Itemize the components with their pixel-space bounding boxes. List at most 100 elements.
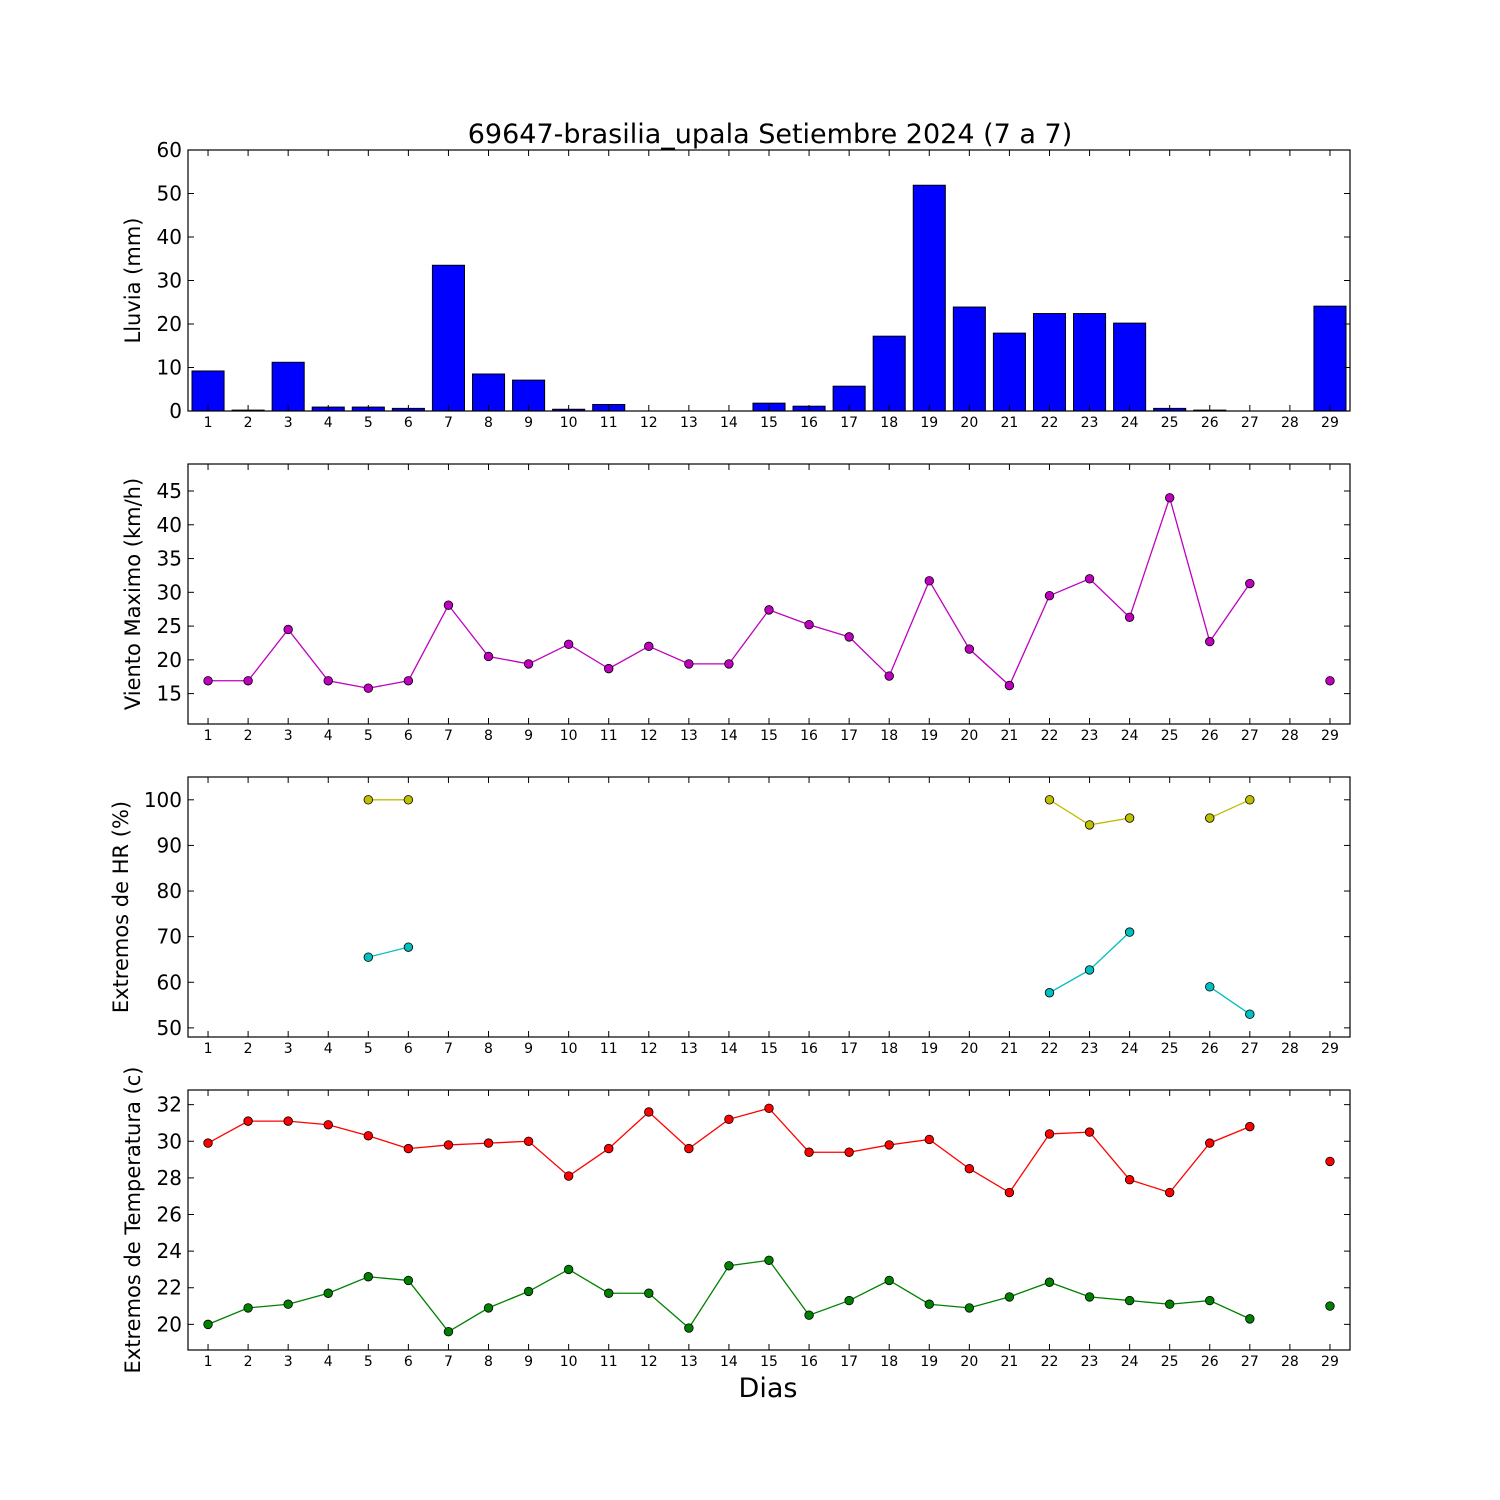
x-tick-label: 28 <box>1281 1354 1299 1370</box>
series-2-point-day-26 <box>1205 1295 1215 1306</box>
bar-day-18 <box>872 335 906 412</box>
x-tick-label: 9 <box>524 728 533 744</box>
x-tick-label: 5 <box>364 415 373 431</box>
bar-day-3 <box>271 361 305 412</box>
series-1-point-day-24 <box>1124 612 1135 623</box>
y-axis-label: Extremos de Temperatura (c) <box>121 1067 145 1374</box>
y-tick-label: 60 <box>157 970 182 994</box>
x-tick-label: 16 <box>800 1354 818 1370</box>
x-tick-label: 29 <box>1321 1041 1339 1057</box>
x-tick-label: 15 <box>760 415 778 431</box>
x-tick-label: 1 <box>204 415 213 431</box>
series-1-point-day-17 <box>844 632 854 642</box>
bar-day-24 <box>1113 322 1147 412</box>
x-tick-label: 14 <box>720 415 738 431</box>
x-tick-label: 9 <box>524 1354 533 1370</box>
series-1-point-day-8 <box>483 1138 494 1148</box>
x-tick-label: 29 <box>1321 728 1339 744</box>
series-1-point-day-5 <box>363 683 374 693</box>
x-tick-label: 1 <box>204 1354 213 1370</box>
x-tick-label: 8 <box>484 1041 493 1057</box>
series-1-point-day-3 <box>283 1116 293 1126</box>
series-2-point-day-22 <box>1044 988 1055 998</box>
series-1-point-day-10 <box>563 639 574 650</box>
series-1-point-day-14 <box>724 1114 734 1125</box>
x-tick-label: 13 <box>680 415 698 431</box>
x-tick-label: 29 <box>1321 415 1339 431</box>
x-tick-label: 19 <box>920 1354 938 1370</box>
axes-frame <box>187 776 1351 1038</box>
series-2-point-day-16 <box>804 1310 814 1320</box>
series-1-point-day-6 <box>403 1143 414 1154</box>
series-2-point-day-14 <box>724 1261 734 1271</box>
y-axis-label: Extremos de HR (%) <box>109 801 133 1013</box>
x-tick-label: 10 <box>560 1041 578 1057</box>
x-tick-label: 3 <box>284 1041 293 1057</box>
x-tick-label: 4 <box>324 1041 333 1057</box>
axes-frame <box>187 463 1351 725</box>
series-2-point-day-27 <box>1245 1314 1255 1324</box>
y-tick-label: 10 <box>157 356 182 380</box>
series-1-point-day-8 <box>483 651 494 662</box>
x-tick-label: 15 <box>760 728 778 744</box>
series-1-point-day-23 <box>1084 1127 1095 1137</box>
series-1-point-day-22 <box>1044 1129 1055 1139</box>
series-2-point-day-5 <box>363 952 374 962</box>
x-tick-label: 24 <box>1121 1354 1139 1370</box>
series-2-point-day-19 <box>924 1299 934 1309</box>
series-1-point-day-5 <box>363 795 374 805</box>
y-tick-label: 90 <box>157 833 182 857</box>
series-1-point-day-23 <box>1084 820 1095 830</box>
series-1-point-day-12 <box>644 641 654 652</box>
series-1-point-day-9 <box>523 659 534 669</box>
x-tick-label: 16 <box>800 415 818 431</box>
series-1-point-day-27 <box>1245 578 1255 589</box>
y-tick-label: 40 <box>157 225 182 249</box>
series-2-point-day-21 <box>1004 1292 1015 1302</box>
x-tick-label: 26 <box>1201 728 1219 744</box>
y-tick-label: 45 <box>157 479 182 503</box>
x-tick-label: 13 <box>680 1354 698 1370</box>
x-tick-label: 6 <box>404 1041 413 1057</box>
x-tick-label: 11 <box>600 1354 618 1370</box>
x-tick-label: 3 <box>284 415 293 431</box>
x-tick-label: 24 <box>1121 728 1139 744</box>
x-tick-label: 7 <box>444 1041 453 1057</box>
y-tick-label: 35 <box>157 547 182 571</box>
x-tick-label: 21 <box>1000 728 1018 744</box>
series-2-line <box>368 946 409 958</box>
x-tick-label: 14 <box>720 1354 738 1370</box>
x-tick-label: 21 <box>1000 415 1018 431</box>
x-tick-label: 19 <box>920 1041 938 1057</box>
x-tick-label: 10 <box>560 415 578 431</box>
x-tick-label: 26 <box>1201 1041 1219 1057</box>
series-1-point-day-4 <box>323 676 333 686</box>
x-tick-label: 19 <box>920 728 938 744</box>
series-2-point-day-24 <box>1124 1295 1135 1306</box>
x-tick-label: 23 <box>1081 1354 1099 1370</box>
x-tick-label: 24 <box>1121 415 1139 431</box>
x-tick-label: 11 <box>600 728 618 744</box>
series-1-point-day-25 <box>1164 493 1175 503</box>
x-tick-label: 23 <box>1081 415 1099 431</box>
series-1-point-day-9 <box>523 1136 534 1146</box>
y-tick-label: 15 <box>157 682 182 706</box>
x-tick-label: 3 <box>284 728 293 744</box>
x-tick-label: 25 <box>1161 728 1179 744</box>
x-tick-label: 4 <box>324 415 333 431</box>
y-tick-label: 20 <box>157 1312 182 1336</box>
x-tick-label: 16 <box>800 1041 818 1057</box>
axes-frame <box>187 149 1351 412</box>
x-tick-label: 17 <box>840 1041 858 1057</box>
x-tick-label: 22 <box>1041 415 1059 431</box>
series-1-point-day-25 <box>1164 1187 1175 1198</box>
bar-day-8 <box>471 373 506 412</box>
x-tick-label: 9 <box>524 415 533 431</box>
series-1-point-day-15 <box>764 605 774 615</box>
series-1-point-day-12 <box>644 1107 654 1117</box>
bar-day-29 <box>1313 305 1347 412</box>
x-tick-label: 22 <box>1041 1041 1059 1057</box>
x-tick-label: 20 <box>960 1354 978 1370</box>
y-tick-label: 25 <box>157 614 182 638</box>
